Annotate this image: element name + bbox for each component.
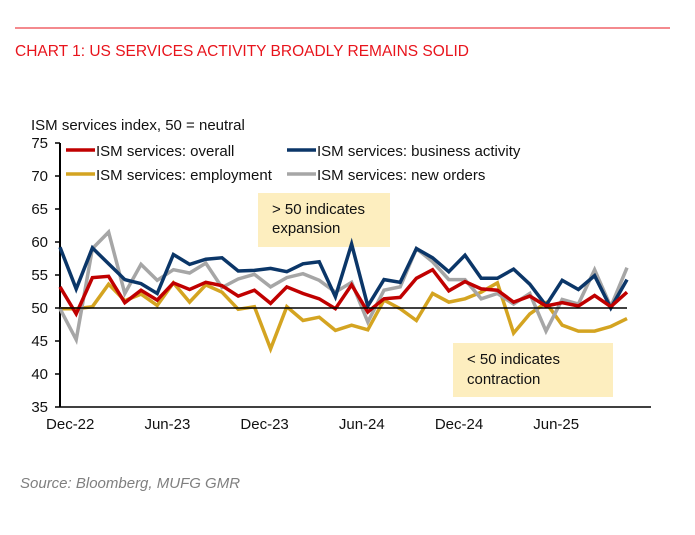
series-line-overall [58, 267, 629, 318]
annotation-expansion-line2: expansion [272, 220, 340, 237]
legend-label-new-orders: ISM services: new orders [317, 167, 485, 184]
x-tick-label: Jun-25 [533, 416, 579, 433]
annotation-expansion-line1: > 50 indicates [272, 201, 365, 218]
y-tick-label: 40 [31, 366, 48, 383]
x-tick-label: Dec-23 [240, 416, 288, 433]
x-tick-label: Jun-24 [339, 416, 385, 433]
annotation-contraction-line2: contraction [467, 371, 540, 388]
x-tick-label: Dec-22 [46, 416, 94, 433]
y-tick-label: 50 [31, 300, 48, 317]
legend-label-employment: ISM services: employment [96, 167, 273, 184]
annotation-contraction-line1: < 50 indicates [467, 351, 560, 368]
source-note: Source: Bloomberg, MUFG GMR [20, 475, 240, 492]
y-tick-label: 65 [31, 201, 48, 218]
annotation-contraction-box [453, 343, 613, 397]
legend-label-overall: ISM services: overall [96, 143, 234, 160]
legend-label-business-activity: ISM services: business activity [317, 143, 521, 160]
y-axis-label: ISM services index, 50 = neutral [31, 117, 245, 134]
series-line-employment [60, 280, 628, 354]
y-tick-label: 45 [31, 333, 48, 350]
y-tick-label: 75 [31, 135, 48, 152]
y-tick-label: 70 [31, 168, 48, 185]
y-tick-label: 55 [31, 267, 48, 284]
series-line-business-activity [58, 237, 629, 312]
annotation-expansion-box [258, 193, 390, 247]
chart-title: CHART 1: US SERVICES ACTIVITY BROADLY RE… [15, 43, 469, 60]
x-tick-label: Dec-24 [435, 416, 483, 433]
x-tick-label: Jun-23 [144, 416, 190, 433]
y-tick-label: 35 [31, 399, 48, 416]
y-tick-label: 60 [31, 234, 48, 251]
